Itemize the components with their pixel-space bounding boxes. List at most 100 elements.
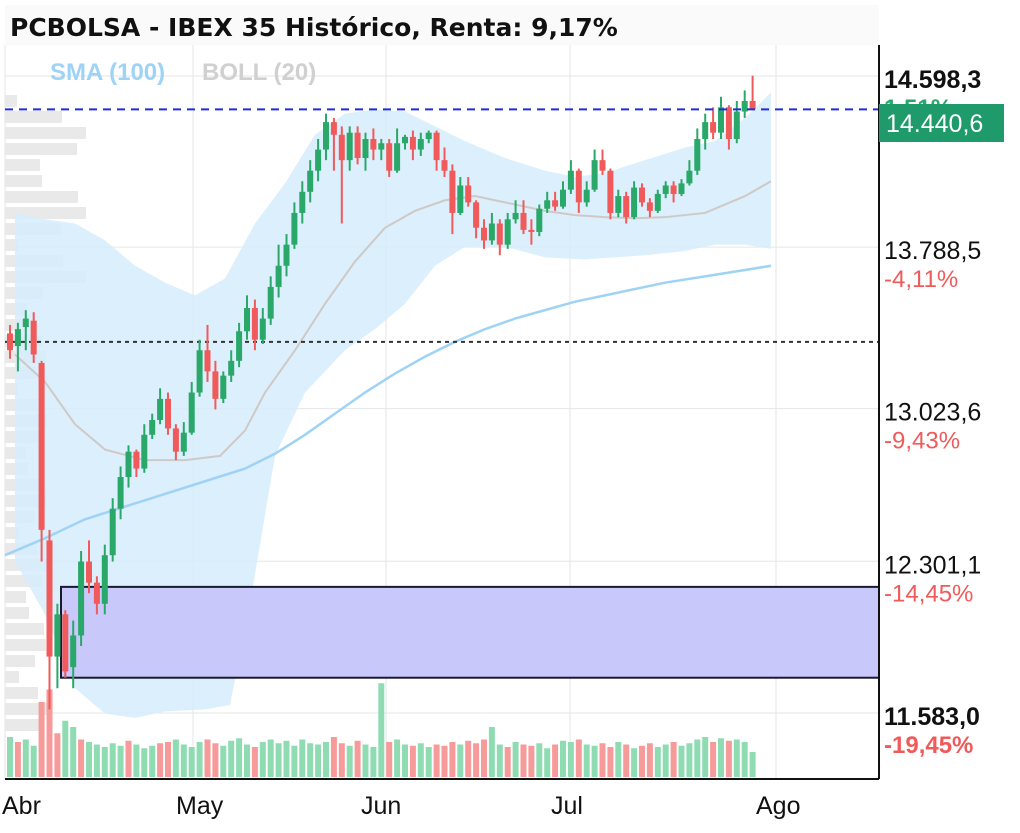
volume-bar xyxy=(109,743,116,777)
volume-bar xyxy=(93,744,100,777)
volume-profile-bar xyxy=(5,383,18,395)
candle-body xyxy=(481,227,487,241)
volume-bar xyxy=(583,744,590,777)
candle-body xyxy=(575,170,582,203)
candle-body xyxy=(78,561,85,636)
candle-body xyxy=(220,375,227,399)
volume-bar xyxy=(196,742,203,777)
volume-bar xyxy=(702,737,709,777)
y-tick-pct: -9,43% xyxy=(884,428,960,455)
volume-profile-bar xyxy=(5,591,26,603)
volume-bar xyxy=(338,743,345,777)
volume-bar xyxy=(512,742,519,777)
volume-profile-bar xyxy=(5,703,47,715)
volume-bar xyxy=(496,744,503,777)
volume-bar xyxy=(291,745,298,777)
volume-bar xyxy=(449,742,456,777)
volume-bar xyxy=(30,745,37,777)
volume-profile-bar xyxy=(5,159,40,171)
volume-bar xyxy=(323,742,329,777)
candle-body xyxy=(38,362,45,530)
candle-body xyxy=(109,508,116,556)
volume-bar xyxy=(38,702,45,777)
candle-body xyxy=(315,149,322,171)
volume-bar xyxy=(62,720,69,777)
volume-bar xyxy=(749,752,756,777)
candle-body xyxy=(496,223,503,245)
volume-bar xyxy=(346,745,353,777)
volume-profile-bar xyxy=(5,239,18,251)
legend-sma[interactable]: SMA (100) xyxy=(50,59,165,86)
candle-body xyxy=(299,191,306,213)
y-tick-price: 13.788,5 xyxy=(884,237,981,265)
volume-bar xyxy=(133,744,140,777)
candle-body xyxy=(370,139,377,150)
x-tick-label: May xyxy=(176,792,224,820)
volume-bar xyxy=(236,738,243,777)
candle-body xyxy=(512,212,519,220)
candle-body xyxy=(291,212,298,245)
volume-bar xyxy=(394,739,401,777)
candle-body xyxy=(30,320,37,355)
title-bar xyxy=(5,5,879,45)
candle-body xyxy=(583,189,590,203)
candle-body xyxy=(236,331,243,361)
candle-body xyxy=(117,477,124,509)
volume-bar xyxy=(417,743,424,777)
volume-profile-bar xyxy=(5,175,42,187)
candle-body xyxy=(741,100,748,112)
volume-bar xyxy=(528,745,535,777)
volume-bar xyxy=(662,744,669,777)
volume-bar xyxy=(441,745,448,777)
candle-body xyxy=(607,170,614,213)
candle-body xyxy=(394,143,401,171)
volume-bar xyxy=(7,737,13,777)
volume-bar xyxy=(228,740,235,777)
candle-body xyxy=(386,143,393,171)
volume-bar xyxy=(710,742,717,777)
candle-body xyxy=(733,111,740,140)
candle-body xyxy=(165,398,171,429)
volume-bar xyxy=(283,740,290,777)
candles xyxy=(7,75,756,710)
candle-body xyxy=(101,555,108,604)
candle-body xyxy=(631,187,638,218)
volume-bar xyxy=(172,739,179,777)
volume-bars xyxy=(7,683,756,777)
candle-body xyxy=(93,582,100,604)
candle-body xyxy=(54,614,61,657)
volume-bar xyxy=(362,744,369,777)
volume-bar xyxy=(631,748,638,777)
volume-bar xyxy=(457,744,464,777)
current-price-tag xyxy=(879,104,1004,142)
candle-body xyxy=(307,170,314,192)
x-tick-label: Ago xyxy=(756,792,800,820)
volume-bar xyxy=(694,739,701,777)
volume-bar xyxy=(433,744,440,777)
volume-bar xyxy=(678,745,685,777)
price-zone[interactable] xyxy=(60,585,880,679)
candle-body xyxy=(228,360,235,376)
candle-body xyxy=(654,193,661,211)
candle-body xyxy=(678,183,685,194)
candle-body xyxy=(125,451,132,478)
volume-bar xyxy=(473,743,480,777)
candle-body xyxy=(567,170,574,190)
volume-profile-bar xyxy=(5,671,19,683)
volume-bar xyxy=(402,744,408,777)
x-tick-label: Jul xyxy=(551,792,583,820)
volume-profile-bar xyxy=(5,623,44,635)
volume-bar xyxy=(141,748,148,777)
legend-boll[interactable]: BOLL (20) xyxy=(202,59,316,86)
candle-body xyxy=(710,122,717,133)
candle-body xyxy=(623,196,630,218)
candle-body xyxy=(251,308,258,340)
x-tick-label: Jun xyxy=(361,792,401,820)
volume-bar xyxy=(86,742,92,777)
candle-body xyxy=(552,200,559,207)
candle-body xyxy=(86,561,92,583)
volume-bar xyxy=(330,737,337,777)
candle-body xyxy=(275,265,282,287)
candle-body xyxy=(520,212,527,230)
